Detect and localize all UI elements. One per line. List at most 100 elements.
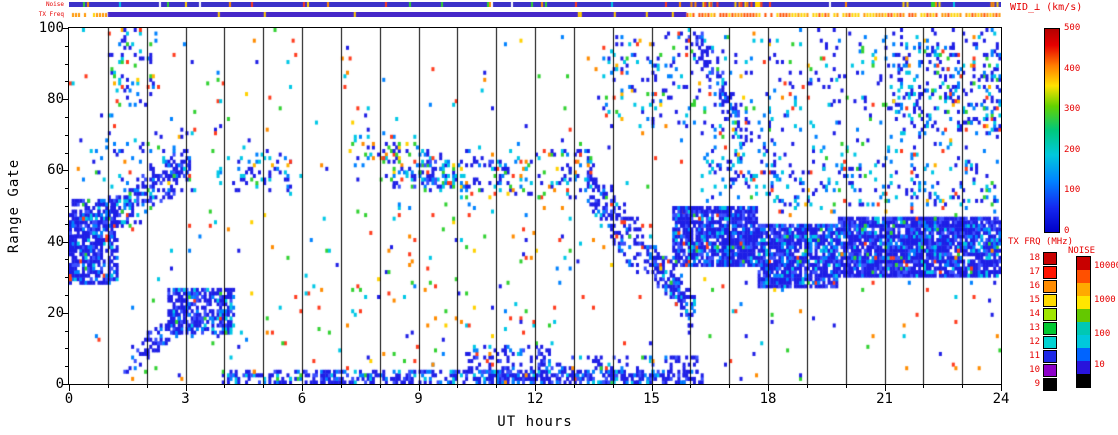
y-tick-mark: [62, 241, 68, 243]
x-minor-tick: [612, 385, 614, 388]
txfrq-colorbar-row: 12: [1020, 335, 1057, 349]
x-tick-label: 21: [876, 391, 893, 407]
y-minor-tick: [65, 366, 68, 368]
noise-color-swatch: [1077, 374, 1090, 387]
wid-colorbar: [1044, 28, 1060, 233]
y-tick-label: 100: [38, 20, 64, 36]
txfrq-color-swatch: [1043, 363, 1057, 377]
noise-color-swatch: [1077, 296, 1090, 309]
x-tick-label: 3: [181, 391, 190, 407]
txfrq-colorbar-row: 16: [1020, 279, 1057, 293]
noise-color-swatch: [1077, 257, 1090, 270]
noise-color-swatch: [1077, 335, 1090, 348]
txfrq-value-label: 17: [1029, 267, 1040, 277]
heatmap-canvas: [69, 28, 1001, 384]
y-tick-label: 60: [47, 162, 64, 179]
wid-colorbar-title: WID_⊥ (km/s): [1010, 2, 1083, 13]
x-tick-mark: [884, 385, 886, 391]
x-tick-label: 0: [64, 391, 74, 407]
x-tick-mark: [69, 385, 70, 391]
txfrq-value-label: 12: [1029, 337, 1040, 347]
y-tick-mark: [62, 170, 68, 172]
txfreq-strip-label: TX Freq: [38, 11, 64, 18]
x-tick-mark: [418, 385, 420, 391]
txfrq-value-label: 11: [1029, 351, 1040, 361]
noise-color-swatch: [1077, 309, 1090, 322]
txfrq-color-swatch: [1043, 293, 1057, 307]
y-minor-tick: [65, 330, 68, 332]
wid-tick-label: 300: [1064, 104, 1081, 115]
y-tick-label: 20: [47, 304, 64, 321]
x-minor-tick: [457, 385, 459, 388]
noise-color-swatch: [1077, 348, 1090, 361]
y-minor-tick: [65, 152, 68, 154]
wid-tick-label: 200: [1064, 144, 1081, 155]
txfrq-color-swatch: [1043, 265, 1057, 279]
txfreq-status-strip: [69, 12, 1001, 17]
txfrq-color-swatch: [1043, 321, 1057, 335]
y-minor-tick: [65, 277, 68, 279]
noise-tick-label: 100: [1094, 328, 1111, 339]
y-tick-mark: [62, 312, 68, 314]
txfrq-colorbar-row: 15: [1020, 293, 1057, 307]
y-minor-tick: [65, 45, 68, 47]
noise-color-swatch: [1077, 283, 1090, 296]
txfrq-color-swatch: [1043, 251, 1057, 265]
y-minor-tick: [65, 188, 68, 190]
x-tick-mark: [768, 385, 769, 391]
txfrq-colorbar-row: 10: [1020, 363, 1057, 377]
noise-colorbar-title: NOISE: [1068, 246, 1096, 256]
txfrq-colorbar-row: 9: [1020, 377, 1057, 391]
x-tick-mark: [535, 385, 536, 391]
wid-tick-label: 500: [1064, 23, 1081, 33]
txfrq-value-label: 18: [1029, 253, 1040, 263]
y-tick-mark: [62, 384, 68, 385]
x-minor-tick: [496, 385, 498, 388]
x-tick-label: 6: [297, 391, 307, 407]
x-minor-tick: [690, 385, 692, 388]
noise-color-swatch: [1077, 361, 1090, 374]
x-minor-tick: [146, 385, 148, 388]
noise-tick-label: 10: [1094, 360, 1105, 370]
y-minor-tick: [65, 134, 68, 136]
x-tick-label: 24: [992, 391, 1010, 407]
y-minor-tick: [65, 81, 68, 83]
noise-colorbar: [1076, 256, 1091, 388]
txfrq-value-label: 16: [1029, 281, 1040, 291]
txfrq-value-label: 9: [1034, 379, 1040, 389]
txfrq-value-label: 10: [1029, 365, 1040, 375]
noise-strip-label: Noise: [45, 1, 64, 8]
x-minor-tick: [340, 385, 342, 388]
txfrq-value-label: 15: [1029, 295, 1040, 305]
x-axis-label: UT hours: [497, 414, 573, 430]
x-minor-tick: [224, 385, 226, 388]
y-axis-label: Range Gate: [6, 158, 22, 254]
txfrq-colorbar-row: 13: [1020, 321, 1057, 335]
x-tick-mark: [302, 385, 303, 391]
x-minor-tick: [379, 385, 381, 388]
y-minor-tick: [65, 348, 68, 350]
x-minor-tick: [107, 385, 109, 388]
y-tick-label: 0: [55, 376, 64, 392]
y-minor-tick: [65, 206, 68, 207]
txfrq-value-label: 13: [1029, 323, 1040, 333]
x-tick-mark: [1001, 385, 1002, 391]
x-tick-mark: [651, 385, 653, 391]
x-minor-tick: [845, 385, 847, 388]
y-tick-mark: [62, 99, 68, 101]
txfrq-color-swatch: [1043, 307, 1057, 321]
noise-color-swatch: [1077, 322, 1090, 335]
txfrq-colorbar-row: 11: [1020, 349, 1057, 363]
y-minor-tick: [65, 63, 68, 65]
x-tick-label: 15: [643, 391, 660, 407]
txfrq-color-swatch: [1043, 335, 1057, 349]
y-minor-tick: [65, 117, 68, 118]
wid-tick-label: 0: [1064, 226, 1070, 236]
x-minor-tick: [573, 385, 575, 388]
wid-tick-label: 100: [1064, 185, 1081, 196]
y-tick-label: 40: [47, 233, 64, 250]
txfrq-colorbar-row: 17: [1020, 265, 1057, 279]
txfrq-color-swatch: [1043, 377, 1057, 391]
x-tick-mark: [185, 385, 187, 391]
